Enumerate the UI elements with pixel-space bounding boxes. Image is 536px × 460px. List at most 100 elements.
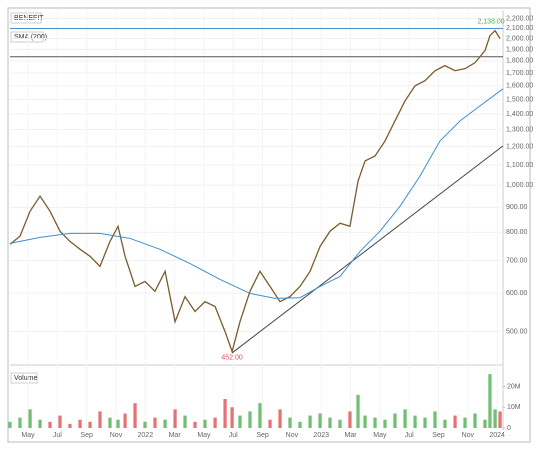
volume-bar bbox=[248, 411, 252, 428]
volume-bar bbox=[413, 415, 417, 428]
x-tick-label: 2023 bbox=[313, 432, 329, 439]
volume-bar bbox=[356, 394, 360, 428]
volume-bar bbox=[213, 417, 217, 428]
trendline bbox=[231, 145, 504, 354]
volume-bar bbox=[183, 415, 187, 428]
x-tick-label: Jul bbox=[229, 432, 238, 439]
volume-bar bbox=[98, 411, 102, 428]
y-tick-label: 600.00 bbox=[506, 290, 528, 297]
volume-bar bbox=[223, 399, 227, 428]
x-tick-label: Jul bbox=[53, 432, 62, 439]
price-line bbox=[9, 29, 501, 354]
volume-box bbox=[10, 372, 38, 384]
y-tick-label: 1,100.00 bbox=[506, 162, 533, 169]
y-tick-label: 1,400.00 bbox=[506, 111, 533, 118]
x-tick-label: Nov bbox=[462, 432, 475, 439]
volume-bar bbox=[383, 419, 387, 428]
volume-title: Volume bbox=[14, 375, 37, 382]
volume-bar bbox=[48, 421, 52, 428]
volume-bar bbox=[493, 409, 497, 428]
low-label: 452.00 bbox=[221, 354, 243, 361]
y-tick-label: 2,000.00 bbox=[506, 35, 533, 42]
indicator: SMA (200) bbox=[14, 34, 47, 41]
y-tick-label: 1,700.00 bbox=[506, 70, 533, 77]
volume-bar bbox=[498, 411, 502, 428]
volume-bar bbox=[463, 417, 467, 428]
sma-line bbox=[9, 88, 504, 299]
y-tick-label: 1,200.00 bbox=[506, 143, 533, 150]
volume-bar bbox=[58, 415, 62, 428]
volume-bar bbox=[88, 421, 92, 428]
volume-bar bbox=[173, 409, 177, 428]
volume-tick-label: 20M bbox=[507, 383, 521, 390]
y-tick-label: 800.00 bbox=[506, 229, 528, 236]
x-tick-label: Nov bbox=[110, 432, 123, 439]
volume-bar bbox=[328, 417, 332, 428]
volume-bar bbox=[373, 417, 377, 428]
volume-bar bbox=[8, 421, 12, 428]
volume-bar bbox=[288, 417, 292, 428]
volume-bar bbox=[453, 415, 457, 428]
y-tick-label: 700.00 bbox=[506, 257, 528, 264]
volume-bar bbox=[123, 413, 127, 428]
volume-bar bbox=[143, 421, 147, 428]
volume-bar bbox=[238, 415, 242, 428]
volume-bar bbox=[278, 409, 282, 428]
volume-bar bbox=[443, 419, 447, 428]
y-tick-label: 500.00 bbox=[506, 328, 528, 335]
volume-tick-label: 10M bbox=[507, 404, 521, 411]
x-tick-label: May bbox=[21, 432, 35, 439]
y-tick-label: 900.00 bbox=[506, 204, 528, 211]
x-tick-label: May bbox=[197, 432, 211, 439]
volume-bar bbox=[78, 419, 82, 428]
volume-bar bbox=[268, 419, 272, 428]
volume-bar bbox=[348, 411, 352, 428]
volume-bar bbox=[473, 413, 477, 428]
x-tick-label: Sep bbox=[80, 432, 93, 439]
volume-bar bbox=[108, 417, 112, 428]
y-tick-label: 1,900.00 bbox=[506, 46, 533, 53]
volume-bar bbox=[163, 419, 167, 428]
volume-bar bbox=[433, 411, 437, 428]
x-tick-label: Sep bbox=[256, 432, 269, 439]
y-tick-label: 1,000.00 bbox=[506, 182, 533, 189]
y-tick-label: 2,200.00 bbox=[506, 15, 533, 22]
volume-bar bbox=[230, 407, 234, 428]
x-tick-label: 2024 bbox=[489, 432, 505, 439]
x-tick-label: Mar bbox=[169, 432, 182, 439]
y-tick-label: 1,300.00 bbox=[506, 127, 533, 134]
x-tick-label: Sep bbox=[432, 432, 445, 439]
volume-bar bbox=[403, 409, 407, 428]
y-tick-label: 1,500.00 bbox=[506, 96, 533, 103]
volume-bar bbox=[133, 403, 137, 428]
volume-bar bbox=[363, 415, 367, 428]
indicator-box bbox=[10, 31, 44, 43]
volume-tick-label: 0 bbox=[507, 425, 511, 432]
high-label: 2,138.00 bbox=[477, 18, 504, 25]
volume-bar bbox=[393, 413, 397, 428]
volume-bar bbox=[153, 417, 157, 428]
y-tick-label: 1,800.00 bbox=[506, 58, 533, 65]
y-tick-label: 1,600.00 bbox=[506, 83, 533, 90]
volume-bar bbox=[203, 419, 207, 428]
volume-bar bbox=[258, 403, 262, 428]
volume-bar bbox=[338, 419, 342, 428]
volume-bar bbox=[38, 419, 42, 428]
volume-bar bbox=[116, 419, 120, 428]
x-tick-label: Nov bbox=[286, 432, 299, 439]
volume-bar bbox=[18, 417, 22, 428]
volume-bar bbox=[193, 421, 197, 428]
volume-bar bbox=[318, 413, 322, 428]
volume-bar bbox=[423, 417, 427, 428]
volume-bar bbox=[28, 409, 32, 428]
volume-bar bbox=[68, 423, 72, 428]
volume-bar bbox=[488, 374, 492, 428]
y-tick-label: 2,100.00 bbox=[506, 25, 533, 32]
volume-bar bbox=[308, 415, 312, 428]
x-tick-label: 2022 bbox=[138, 432, 154, 439]
volume-bar bbox=[483, 419, 487, 428]
x-tick-label: Jul bbox=[405, 432, 414, 439]
x-tick-label: Mar bbox=[345, 432, 358, 439]
x-tick-label: May bbox=[373, 432, 387, 439]
